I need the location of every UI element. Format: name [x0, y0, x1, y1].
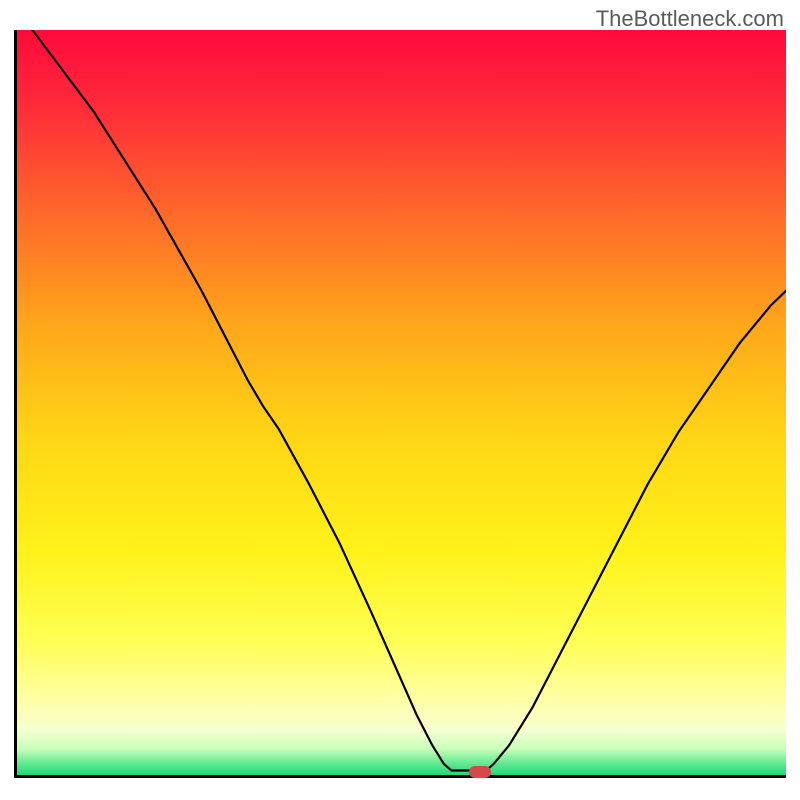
plot-area — [14, 30, 786, 778]
curve-path — [32, 30, 786, 771]
bottleneck-curve — [17, 30, 786, 775]
watermark-text: TheBottleneck.com — [596, 6, 784, 32]
bottleneck-chart: TheBottleneck.com — [0, 0, 800, 800]
optimal-point-marker — [469, 765, 491, 783]
marker-pill-icon — [469, 766, 491, 778]
